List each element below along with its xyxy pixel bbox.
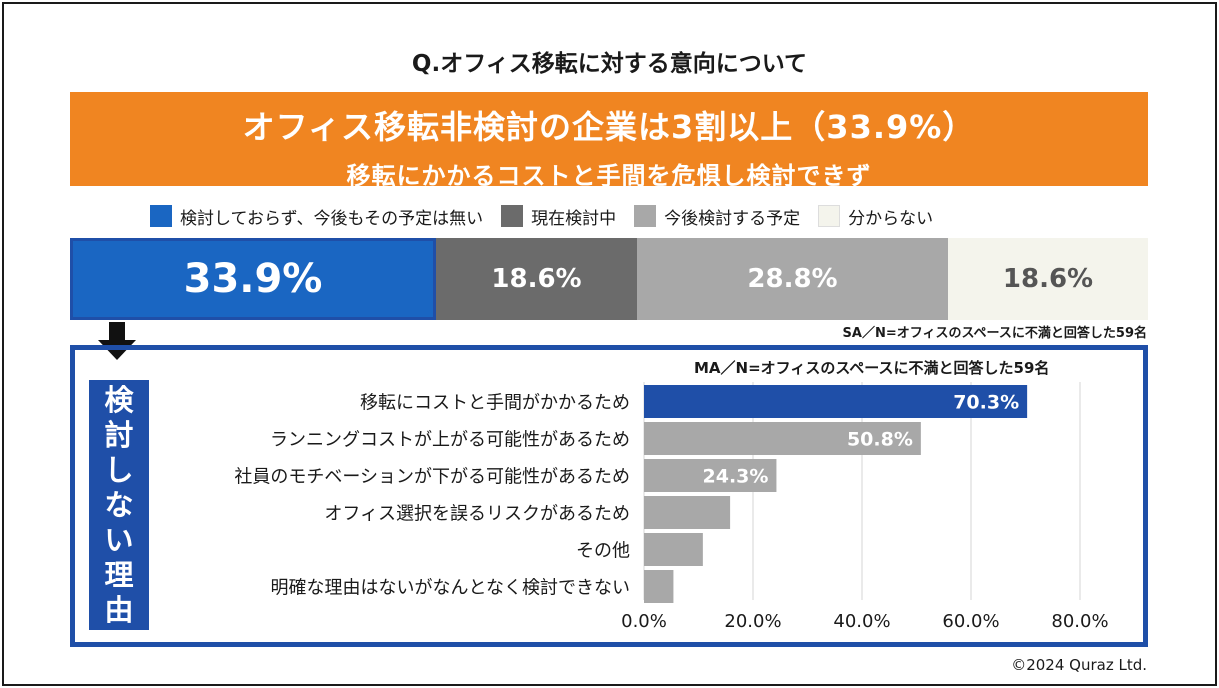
headline-main: オフィス移転非検討の企業は3割以上（33.9%） xyxy=(242,108,976,146)
side-label-char: 討 xyxy=(104,417,134,452)
reasons-panel xyxy=(70,345,1148,647)
legend: 検討しておらず、今後もその予定は無い 現在検討中 今後検討する予定 分からない xyxy=(150,203,951,229)
stacked-segment: 28.8% xyxy=(637,238,948,320)
side-label-char: な xyxy=(104,487,134,522)
side-label-char: い xyxy=(104,522,134,557)
question-title: Q.オフィス移転に対する意向について xyxy=(411,51,808,77)
legend-item-plan-to-consider: 今後検討する予定 xyxy=(634,204,800,229)
stacked-segment-label: 33.9% xyxy=(183,256,323,302)
stacked-segment-label: 18.6% xyxy=(491,264,582,294)
side-label-char: 理 xyxy=(104,557,134,592)
headline-sub: 移転にかかるコストと手間を危惧し検討できず xyxy=(346,162,872,190)
side-label: 検討しない理由 xyxy=(89,380,149,630)
copyright: ©2024 Quraz Ltd. xyxy=(1011,656,1147,674)
side-label-char: 由 xyxy=(104,592,134,627)
stacked-segment: 18.6% xyxy=(436,238,637,320)
stacked-segment: 18.6% xyxy=(948,238,1148,320)
side-label-char: し xyxy=(104,452,134,487)
headline-banner: オフィス移転非検討の企業は3割以上（33.9%） 移転にかかるコストと手間を危惧… xyxy=(70,92,1148,190)
stacked-bar-chart: 33.9% 18.6% 28.8% 18.6% xyxy=(70,238,1148,320)
ma-sample-note: MA／N=オフィスのスペースに不満と回答した59名 xyxy=(694,359,1050,377)
legend-label: 分からない xyxy=(848,208,934,229)
legend-label: 検討しておらず、今後もその予定は無い xyxy=(180,208,484,229)
stacked-segment-label: 28.8% xyxy=(747,264,838,294)
stacked-segment: 33.9% xyxy=(70,238,436,320)
legend-item-considering: 現在検討中 xyxy=(501,204,616,229)
legend-swatch xyxy=(501,205,524,227)
legend-label: 今後検討する予定 xyxy=(664,208,801,229)
legend-item-unknown: 分からない xyxy=(818,204,933,229)
legend-swatch xyxy=(150,205,172,227)
sa-sample-note: SA／N=オフィスのスペースに不満と回答した59名 xyxy=(842,326,1147,341)
legend-label: 現在検討中 xyxy=(531,208,617,229)
legend-swatch xyxy=(634,205,657,227)
legend-swatch xyxy=(818,205,841,227)
stacked-segment-label: 18.6% xyxy=(1002,264,1094,294)
side-label-char: 検 xyxy=(104,382,134,417)
legend-item-not-considering: 検討しておらず、今後もその予定は無い xyxy=(150,204,483,229)
